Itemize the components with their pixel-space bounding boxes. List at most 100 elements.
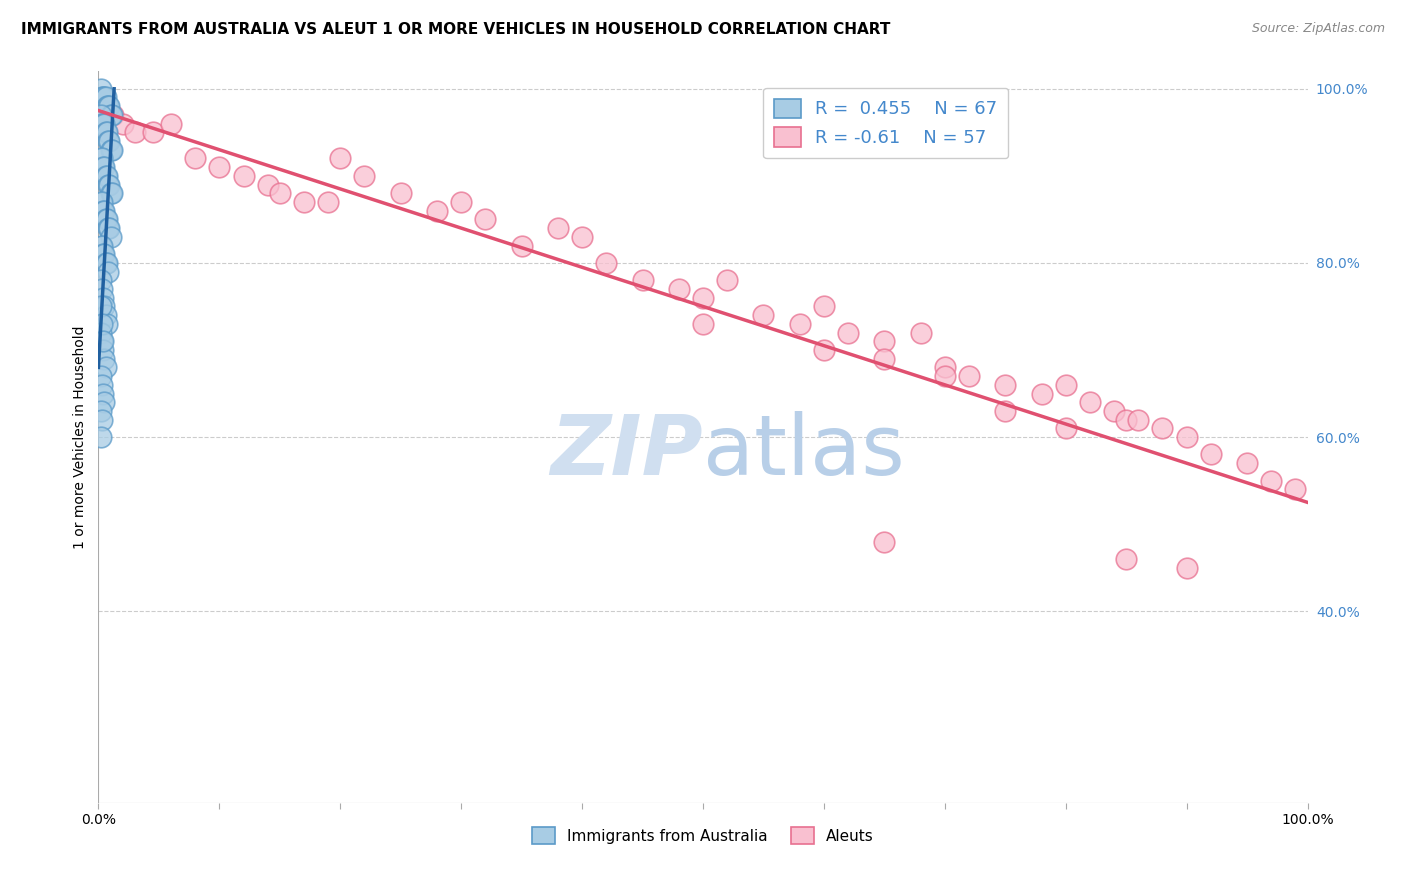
Point [789, 317, 811, 331]
Point [957, 369, 980, 384]
Point [1054, 421, 1077, 435]
Point [94, 212, 117, 227]
Point [96, 169, 118, 183]
Point [93, 117, 115, 131]
Point [160, 117, 183, 131]
Point [91, 194, 114, 209]
Text: atlas: atlas [703, 411, 904, 492]
Point [1102, 404, 1125, 418]
Point [124, 125, 146, 139]
Point [98, 99, 121, 113]
Y-axis label: 1 or more Vehicles in Household: 1 or more Vehicles in Household [73, 326, 87, 549]
Point [1115, 552, 1137, 566]
Point [256, 178, 278, 192]
Point [97, 221, 120, 235]
Point [90, 82, 112, 96]
Point [1175, 430, 1198, 444]
Point [93, 90, 115, 104]
Point [94, 308, 117, 322]
Point [752, 308, 775, 322]
Point [1236, 456, 1258, 470]
Point [94, 256, 117, 270]
Point [353, 169, 375, 183]
Point [91, 247, 114, 261]
Point [631, 273, 654, 287]
Point [98, 134, 121, 148]
Point [97, 134, 120, 148]
Point [93, 247, 115, 261]
Point [316, 194, 339, 209]
Point [90, 108, 112, 122]
Point [96, 212, 118, 227]
Point [91, 412, 114, 426]
Point [813, 343, 835, 357]
Point [994, 404, 1017, 418]
Point [1054, 377, 1077, 392]
Point [873, 351, 896, 366]
Point [1115, 412, 1137, 426]
Point [97, 265, 120, 279]
Point [91, 117, 114, 131]
Point [101, 108, 124, 122]
Point [98, 221, 121, 235]
Legend: Immigrants from Australia, Aleuts: Immigrants from Australia, Aleuts [526, 822, 880, 850]
Point [994, 377, 1017, 392]
Point [692, 317, 714, 331]
Point [426, 203, 449, 218]
Point [292, 194, 315, 209]
Point [100, 229, 122, 244]
Point [668, 282, 690, 296]
Point [90, 369, 112, 384]
Point [91, 238, 114, 252]
Point [91, 343, 114, 357]
Point [1260, 474, 1282, 488]
Text: IMMIGRANTS FROM AUSTRALIA VS ALEUT 1 OR MORE VEHICLES IN HOUSEHOLD CORRELATION C: IMMIGRANTS FROM AUSTRALIA VS ALEUT 1 OR … [21, 22, 890, 37]
Point [329, 152, 352, 166]
Point [91, 117, 114, 131]
Point [934, 369, 956, 384]
Point [547, 221, 569, 235]
Point [692, 291, 714, 305]
Point [100, 186, 122, 201]
Point [100, 143, 122, 157]
Point [93, 103, 115, 118]
Text: Source: ZipAtlas.com: Source: ZipAtlas.com [1251, 22, 1385, 36]
Point [91, 317, 114, 331]
Point [450, 194, 472, 209]
Point [94, 360, 117, 375]
Point [93, 203, 115, 218]
Point [91, 90, 114, 104]
Point [91, 90, 114, 104]
Point [91, 282, 114, 296]
Point [90, 404, 112, 418]
Point [90, 430, 112, 444]
Point [94, 90, 117, 104]
Point [93, 351, 115, 366]
Point [100, 108, 122, 122]
Point [91, 203, 114, 218]
Point [91, 334, 114, 349]
Point [91, 152, 114, 166]
Point [1152, 421, 1174, 435]
Point [1031, 386, 1053, 401]
Point [96, 317, 118, 331]
Point [93, 395, 115, 409]
Point [100, 143, 122, 157]
Point [91, 377, 114, 392]
Point [1078, 395, 1101, 409]
Point [813, 300, 835, 314]
Point [934, 360, 956, 375]
Point [595, 256, 617, 270]
Point [111, 117, 134, 131]
Point [100, 186, 122, 201]
Point [389, 186, 412, 201]
Point [208, 160, 231, 174]
Point [1284, 483, 1306, 497]
Text: ZIP: ZIP [550, 411, 703, 492]
Point [90, 238, 112, 252]
Point [837, 326, 859, 340]
Point [98, 178, 121, 192]
Point [94, 169, 117, 183]
Point [1199, 448, 1222, 462]
Point [94, 125, 117, 139]
